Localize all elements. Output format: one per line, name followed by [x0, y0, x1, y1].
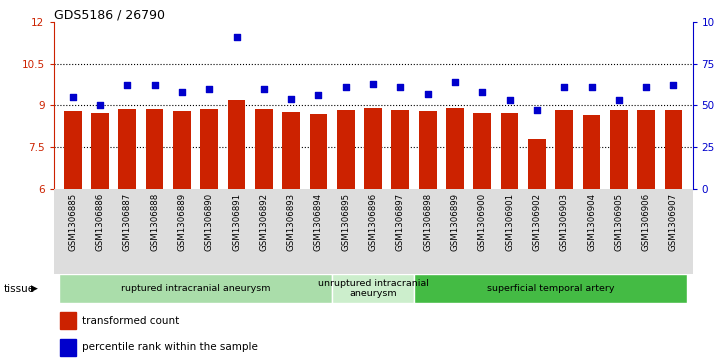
Point — [94, 102, 106, 108]
Point — [585, 84, 597, 90]
Text: GSM1306886: GSM1306886 — [96, 193, 104, 251]
Bar — [337, 110, 355, 189]
Text: GSM1306904: GSM1306904 — [587, 193, 596, 251]
Bar — [310, 114, 327, 189]
Bar — [364, 108, 382, 189]
Text: GSM1306905: GSM1306905 — [614, 193, 623, 251]
Bar — [665, 110, 683, 189]
Text: GSM1306900: GSM1306900 — [478, 193, 487, 251]
Text: GSM1306903: GSM1306903 — [560, 193, 569, 251]
Bar — [60, 339, 76, 356]
Text: GSM1306896: GSM1306896 — [368, 193, 378, 251]
Bar — [91, 113, 109, 189]
Text: GSM1306902: GSM1306902 — [533, 193, 541, 251]
Point — [176, 89, 188, 95]
Point — [476, 89, 488, 95]
Point — [313, 92, 324, 98]
Text: GSM1306892: GSM1306892 — [259, 193, 268, 251]
Text: GSM1306897: GSM1306897 — [396, 193, 405, 251]
Bar — [610, 110, 628, 189]
Text: superficial temporal artery: superficial temporal artery — [487, 284, 614, 293]
Bar — [528, 139, 545, 189]
Bar — [255, 109, 273, 189]
Text: GSM1306901: GSM1306901 — [505, 193, 514, 251]
Bar — [201, 109, 218, 189]
Point — [121, 82, 133, 88]
Text: ▶: ▶ — [31, 284, 38, 293]
Point — [531, 107, 543, 113]
Text: unruptured intracranial
aneurysm: unruptured intracranial aneurysm — [318, 279, 428, 298]
Text: GSM1306893: GSM1306893 — [286, 193, 296, 251]
Bar — [583, 115, 600, 189]
Point — [149, 82, 161, 88]
Bar — [228, 100, 246, 189]
Text: tissue: tissue — [4, 284, 35, 294]
Text: GSM1306899: GSM1306899 — [451, 193, 460, 251]
Point — [504, 97, 516, 103]
Point — [231, 34, 242, 40]
Point — [203, 86, 215, 91]
Point — [286, 96, 297, 102]
Text: GSM1306894: GSM1306894 — [314, 193, 323, 251]
Point — [668, 82, 679, 88]
Point — [558, 84, 570, 90]
Bar — [501, 113, 518, 189]
Bar — [391, 110, 409, 189]
Bar — [282, 112, 300, 189]
FancyBboxPatch shape — [414, 274, 687, 303]
Text: percentile rank within the sample: percentile rank within the sample — [82, 342, 258, 352]
Bar — [60, 312, 76, 329]
Text: GSM1306906: GSM1306906 — [642, 193, 650, 251]
Text: GSM1306891: GSM1306891 — [232, 193, 241, 251]
Text: GSM1306890: GSM1306890 — [205, 193, 213, 251]
Point — [258, 86, 270, 91]
Bar — [146, 109, 164, 189]
Point — [640, 84, 652, 90]
Point — [67, 94, 79, 100]
Point — [395, 84, 406, 90]
Bar — [64, 111, 81, 189]
Text: GDS5186 / 26790: GDS5186 / 26790 — [54, 9, 164, 22]
Text: GSM1306889: GSM1306889 — [177, 193, 186, 251]
Text: transformed count: transformed count — [82, 315, 179, 326]
FancyBboxPatch shape — [332, 274, 414, 303]
Point — [340, 84, 351, 90]
Text: GSM1306895: GSM1306895 — [341, 193, 351, 251]
Bar — [119, 109, 136, 189]
Bar — [638, 110, 655, 189]
Bar — [473, 113, 491, 189]
Text: ruptured intracranial aneurysm: ruptured intracranial aneurysm — [121, 284, 271, 293]
Bar — [446, 108, 464, 189]
Bar — [173, 111, 191, 189]
Bar — [555, 110, 573, 189]
Point — [367, 81, 378, 86]
Bar — [419, 111, 436, 189]
Text: GSM1306885: GSM1306885 — [68, 193, 77, 251]
Point — [449, 79, 461, 85]
Point — [613, 97, 625, 103]
Text: GSM1306898: GSM1306898 — [423, 193, 432, 251]
Text: GSM1306907: GSM1306907 — [669, 193, 678, 251]
Point — [422, 91, 433, 97]
Text: GSM1306888: GSM1306888 — [150, 193, 159, 251]
Text: GSM1306887: GSM1306887 — [123, 193, 132, 251]
FancyBboxPatch shape — [59, 274, 332, 303]
